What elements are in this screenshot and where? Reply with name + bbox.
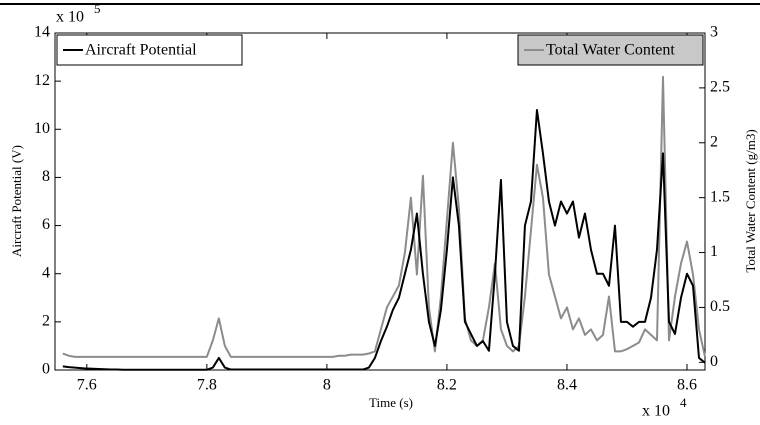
y-multiplier: x 10 — [56, 9, 84, 26]
x-multiplier-exponent: 4 — [680, 395, 687, 410]
y2-tick-label: 3 — [710, 24, 718, 41]
y-tick-label: 8 — [42, 168, 50, 185]
x-tick-label: 7.8 — [197, 377, 217, 394]
y-tick-label: 4 — [42, 264, 50, 281]
data-line — [62, 109, 706, 371]
x-multiplier: x 10 — [642, 403, 670, 420]
y2-tick-label: 1.5 — [710, 188, 730, 205]
y-tick-label: 14 — [34, 24, 50, 41]
x-tick-label: 8.2 — [437, 377, 457, 394]
y2-tick-label: 1 — [710, 243, 718, 260]
legend: Total Water Content — [517, 34, 704, 66]
x-tick-label: 7.6 — [77, 377, 97, 394]
legend-label: Aircraft Potential — [85, 42, 197, 59]
x-axis-label: Time (s) — [369, 395, 413, 410]
legend-box — [56, 34, 243, 66]
y2-tick-label: 2 — [710, 133, 718, 150]
x-tick-label: 8 — [323, 377, 331, 394]
y-axis-label: Aircraft Potential (V) — [9, 145, 24, 257]
legend: Aircraft Potential — [56, 34, 243, 66]
data-line — [62, 75, 706, 358]
legend-label: Total Water Content — [546, 42, 675, 59]
y-multiplier-exponent: 5 — [94, 1, 101, 16]
y-tick-label: 6 — [42, 216, 50, 233]
x-tick-label: 8.6 — [677, 377, 697, 394]
y2-tick-label: 0 — [710, 353, 718, 370]
y2-tick-label: 0.5 — [710, 298, 730, 315]
y2-axis-label: Total Water Content (g/m3) — [743, 129, 758, 272]
x-tick-label: 8.4 — [557, 377, 577, 394]
y-tick-label: 10 — [34, 120, 50, 137]
y-tick-label: 2 — [42, 313, 50, 330]
legend-box — [517, 34, 704, 66]
y-tick-label: 12 — [34, 72, 50, 89]
y-tick-label: 0 — [42, 361, 50, 378]
y2-tick-label: 2.5 — [710, 79, 730, 96]
plot-frame — [54, 32, 706, 371]
